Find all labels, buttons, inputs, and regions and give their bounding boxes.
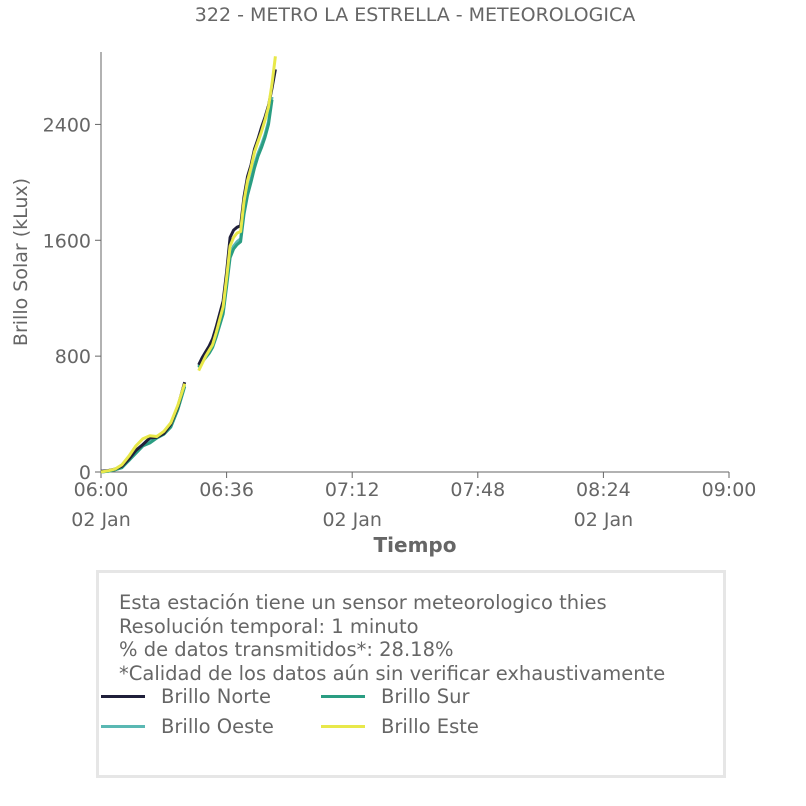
legend-item-brillo-norte: Brillo Norte	[101, 681, 271, 711]
x-tick-label: 08:24	[576, 479, 631, 501]
series-line-brillo-sur	[100, 386, 187, 474]
y-tick-label: 0	[79, 462, 91, 484]
series-line-brillo-norte	[197, 69, 277, 366]
y-axis-label: Brillo Solar (kLux)	[10, 178, 32, 346]
legend-item-brillo-este: Brillo Este	[321, 711, 479, 741]
x-tick-label: 06:00	[74, 479, 129, 501]
note-data-percent: % de datos transmitidos*: 28.18%	[119, 638, 454, 661]
x-tick-label: 07:12	[325, 479, 380, 501]
legend-swatch	[101, 724, 145, 728]
legend-swatch	[101, 694, 145, 698]
note-quality: *Calidad de los datos aún sin verificar …	[119, 661, 666, 685]
x-tick-date: 02 Jan	[71, 509, 131, 531]
series-line-brillo-este	[100, 383, 187, 474]
chart: 322 - METRO LA ESTRELLA - METEOROLOGICA …	[10, 4, 757, 557]
legend-label: Brillo Este	[381, 714, 479, 738]
y-tick-label: 2400	[43, 114, 91, 136]
legend-box: Esta estación tiene un sensor meteorolog…	[96, 570, 726, 778]
x-tick-date: 02 Jan	[322, 509, 382, 531]
chart-title: 322 - METRO LA ESTRELLA - METEOROLOGICA	[195, 4, 635, 26]
legend-label: Brillo Oeste	[161, 714, 274, 738]
legend-label: Brillo Norte	[161, 684, 271, 708]
legend-item-brillo-oeste: Brillo Oeste	[101, 711, 274, 741]
legend-label: Brillo Sur	[381, 684, 470, 708]
note-sensor: Esta estación tiene un sensor meteorolog…	[119, 591, 607, 614]
note-resolution: Resolución temporal: 1 minuto	[119, 614, 419, 638]
x-tick-label: 07:48	[450, 479, 505, 501]
y-tick-label: 800	[55, 346, 91, 368]
x-tick-date: 02 Jan	[574, 509, 634, 531]
series-line-brillo-oeste	[100, 384, 187, 474]
y-tick-label: 1600	[43, 230, 91, 252]
x-axis-label: Tiempo	[374, 533, 457, 557]
x-tick-label: 09:00	[702, 479, 757, 501]
notes: Esta estación tiene un sensor meteorolog…	[119, 591, 665, 685]
series-line-brillo-este	[197, 56, 277, 372]
x-tick-label: 06:36	[199, 479, 254, 501]
legend-swatch	[321, 694, 365, 698]
legend-swatch	[321, 724, 365, 728]
legend-item-brillo-sur: Brillo Sur	[321, 681, 470, 711]
